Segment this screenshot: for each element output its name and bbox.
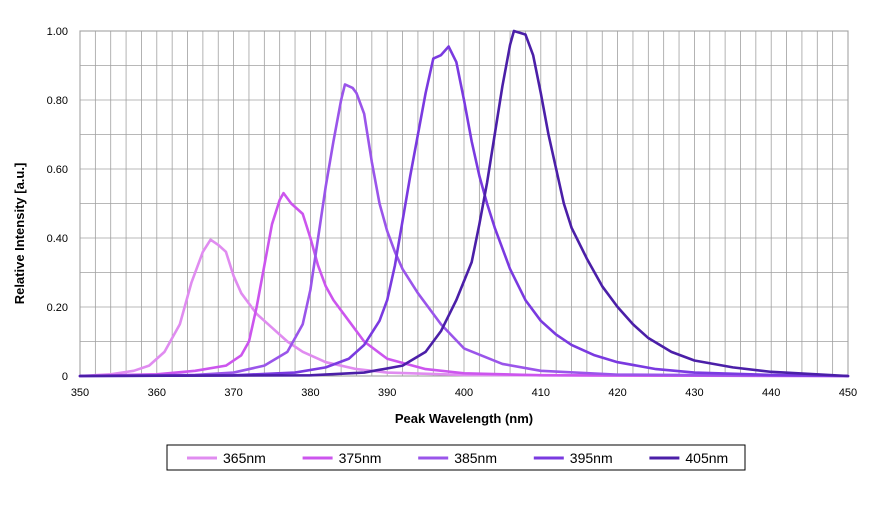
x-tick-label: 400 <box>455 387 473 399</box>
legend-label-385nm: 385nm <box>454 450 497 466</box>
y-tick-label: 1.00 <box>47 26 68 38</box>
series-line-405nm <box>78 29 850 378</box>
x-tick-label: 360 <box>148 387 166 399</box>
x-tick-label: 420 <box>608 387 626 399</box>
y-tick-label: 0.60 <box>47 164 68 176</box>
legend-label-375nm: 375nm <box>339 450 382 466</box>
series-line-365nm <box>78 238 850 378</box>
series-line-375nm <box>78 191 850 378</box>
series-line-395nm <box>78 45 850 378</box>
series-line-385nm <box>78 83 850 378</box>
x-tick-label: 370 <box>224 387 242 399</box>
x-tick-label: 410 <box>532 387 550 399</box>
y-tick-label: 0.80 <box>47 95 68 107</box>
legend-box <box>166 444 746 471</box>
x-tick-label: 430 <box>685 387 703 399</box>
legend-label-395nm: 395nm <box>570 450 613 466</box>
grid <box>79 30 849 377</box>
x-axis-title: Peak Wavelength (nm) <box>395 411 533 426</box>
x-tick-label: 350 <box>71 387 89 399</box>
legend-label-365nm: 365nm <box>223 450 266 466</box>
y-axis-title: Relative Intensity [a.u.] <box>12 163 27 305</box>
x-tick-label: 380 <box>301 387 319 399</box>
x-tick-label: 440 <box>762 387 780 399</box>
x-tick-label: 450 <box>839 387 857 399</box>
legend: 365nm 375nm 385nm 395nm 405nm <box>166 444 746 471</box>
x-tick-label: 390 <box>378 387 396 399</box>
legend-label-405nm: 405nm <box>685 450 728 466</box>
y-tick-label: 0.20 <box>47 302 68 314</box>
y-tick-label: 0.40 <box>47 233 68 245</box>
y-tick-label: 0 <box>62 371 68 383</box>
